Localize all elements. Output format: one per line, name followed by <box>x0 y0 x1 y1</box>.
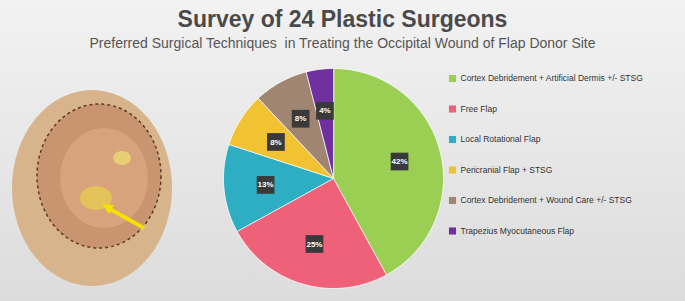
svg-text:8%: 8% <box>295 114 307 123</box>
svg-text:Cortex Debridement + Artificia: Cortex Debridement + Artificial Dermis +… <box>461 73 643 83</box>
svg-text:Free Flap: Free Flap <box>461 104 498 114</box>
svg-text:Pericranial Flap + STSG: Pericranial Flap + STSG <box>461 165 553 175</box>
svg-text:Trapezius Myocutaneous Flap: Trapezius Myocutaneous Flap <box>461 226 575 236</box>
html-text:Survey of 24 Plastic Surgeons: Survey of 24 Plastic Surgeons <box>177 6 508 32</box>
svg-text:13%: 13% <box>258 180 274 189</box>
html-text:Preferred Surgical Techniques: Preferred Surgical Techniques in Treatin… <box>89 35 596 51</box>
svg-text:8%: 8% <box>270 138 282 147</box>
svg-text:4%: 4% <box>319 106 331 115</box>
svg-text:42%: 42% <box>392 157 408 166</box>
svg-text:Cortex Debridement + Wound Car: Cortex Debridement + Wound Care +/- STSG <box>461 195 632 205</box>
svg-text:Local Rotational Flap: Local Rotational Flap <box>461 134 541 144</box>
svg-text:25%: 25% <box>306 240 322 249</box>
